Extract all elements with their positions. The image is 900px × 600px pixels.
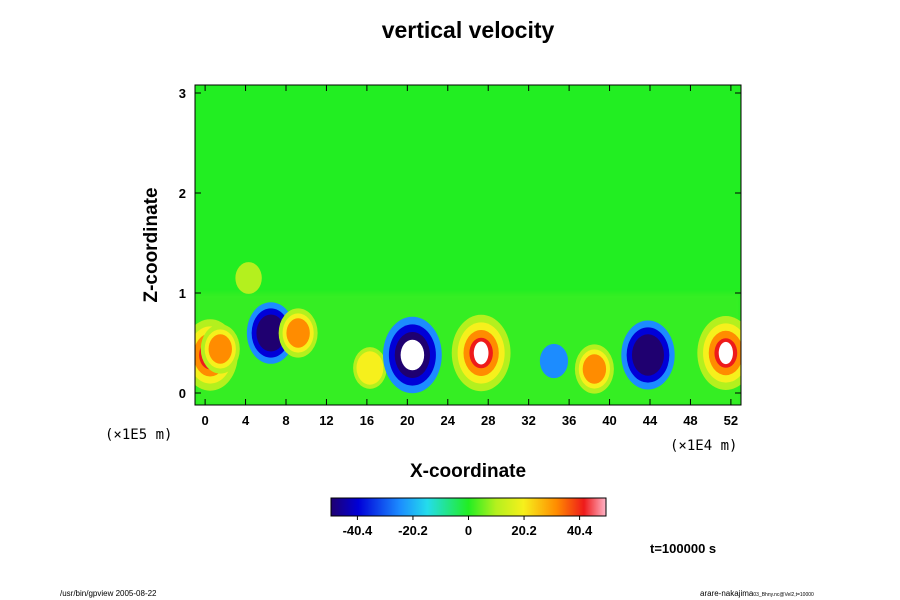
saturated-core	[405, 343, 420, 367]
velocity-cell	[697, 316, 741, 390]
colorbar-tick-label: 20.2	[511, 523, 536, 538]
x-tick-label: 4	[242, 413, 250, 428]
x-tick-label: 44	[643, 413, 658, 428]
contour-level	[582, 354, 607, 384]
footer-right-sub: 03_Bhny.nc@Vel2,t=10000	[753, 592, 814, 598]
footer-right-main: arare-nakajima	[700, 589, 754, 598]
footer-right: arare-nakajima03_Bhny.nc@Vel2,t=10000	[700, 589, 814, 598]
contour-level	[208, 334, 232, 364]
velocity-cell	[382, 316, 442, 394]
contour-level	[256, 314, 286, 352]
velocity-cell	[451, 314, 511, 392]
colorbar-tick-label: 0	[465, 523, 472, 538]
contour-level	[235, 262, 262, 294]
x-axis-title: X-coordinate	[410, 461, 526, 482]
colorbar-bar	[330, 497, 607, 517]
y-tick-label: 1	[179, 286, 186, 301]
saturated-core	[718, 341, 733, 365]
velocity-cell	[574, 344, 614, 394]
x-tick-label: 52	[724, 413, 738, 428]
contour-level	[356, 351, 384, 385]
y-tick-label: 0	[179, 386, 186, 401]
colorbar-tick-label: -20.2	[398, 523, 428, 538]
velocity-cell	[246, 302, 295, 364]
x-tick-label: 40	[602, 413, 616, 428]
x-tick-label: 16	[360, 413, 374, 428]
time-label: t=100000 s	[650, 541, 716, 556]
y-axis-title: Z-coordinate	[141, 187, 162, 302]
velocity-cell	[621, 320, 675, 390]
x-tick-label: 12	[319, 413, 333, 428]
x-tick-label: 8	[282, 413, 289, 428]
contour-level	[286, 318, 310, 348]
x-tick-label: 20	[400, 413, 414, 428]
chart-title: vertical velocity	[382, 17, 555, 43]
x-tick-label: 48	[683, 413, 697, 428]
velocity-cell	[200, 324, 240, 374]
colorbar-tick-label: -40.4	[343, 523, 373, 538]
footer-left: /usr/bin/gpview 2005-08-22	[60, 589, 157, 598]
saturated-core	[473, 341, 489, 365]
y-tick-label: 3	[179, 86, 186, 101]
contour-level	[631, 334, 664, 376]
x-tick-label: 24	[441, 413, 456, 428]
x-tick-label: 0	[201, 413, 208, 428]
velocity-cell	[539, 343, 569, 379]
x-tick-label: 28	[481, 413, 495, 428]
colorbar: -40.4 -20.2 0 20.2 40.4	[330, 497, 607, 538]
colorbar-tick-label: 40.4	[567, 523, 593, 538]
velocity-cell	[235, 262, 262, 294]
x-tick-label: 36	[562, 413, 576, 428]
y-tick-label: 2	[179, 186, 186, 201]
x-scale-label: (×1E4 m)	[670, 438, 737, 454]
velocity-cell	[353, 347, 387, 389]
plot-frame	[194, 84, 742, 406]
y-scale-label: (×1E5 m)	[105, 427, 172, 443]
contour-level	[539, 343, 569, 379]
velocity-cell	[278, 308, 318, 358]
x-tick-label: 32	[521, 413, 535, 428]
